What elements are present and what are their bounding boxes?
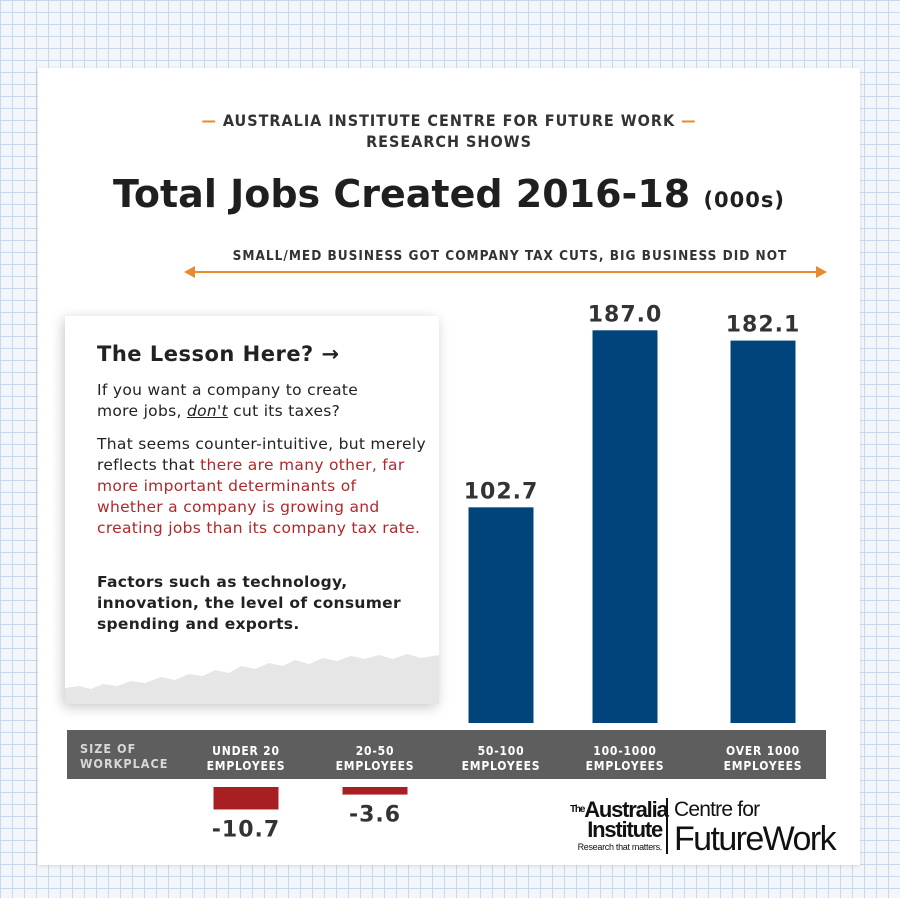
bar <box>730 340 796 723</box>
axis-band <box>67 730 826 779</box>
bar-value-label: -3.6 <box>349 803 401 828</box>
category-label: UNDER 20 <box>212 744 280 758</box>
logo-institute: Institute <box>587 817 663 842</box>
bar <box>592 330 658 723</box>
lesson-paragraph-2: That seems counter-intuitive, but merely… <box>97 434 427 539</box>
category-label: 50-100 <box>478 744 525 758</box>
lesson-p2-plain: That seems counter-intuitive, but merely… <box>97 435 426 474</box>
axis-title-line-2: WORKPLACE <box>80 756 168 771</box>
logo-tagline: Research that matters. <box>577 842 663 852</box>
kicker-line-2: RESEARCH SHOWS <box>366 132 532 151</box>
lesson-p1-emphasis: don't <box>186 402 228 420</box>
logo-future-work: FutureWork <box>674 820 837 858</box>
span-note: SMALL/MED BUSINESS GOT COMPANY TAX CUTS,… <box>232 248 788 264</box>
logo-centre-for: Centre for <box>674 798 760 821</box>
lesson-paragraph-3: Factors such as technology, innovation, … <box>97 573 401 633</box>
torn-paper-edge <box>65 654 439 704</box>
bar-chart: SIZE OF WORKPLACE UNDER 20EMPLOYEES-10.7… <box>67 302 826 842</box>
category-label: EMPLOYEES <box>724 759 803 773</box>
category-label: OVER 1000 <box>726 744 800 758</box>
category-label: EMPLOYEES <box>586 759 665 773</box>
bar-value-label: 102.7 <box>464 479 539 504</box>
double-arrow-icon <box>184 266 827 278</box>
logo-australia: Australia <box>584 797 669 822</box>
kicker-line-1: AUSTRALIA INSTITUTE CENTRE FOR FUTURE WO… <box>222 111 676 130</box>
category-label: EMPLOYEES <box>462 759 541 773</box>
chart-title-main: Total Jobs Created 2016-18 <box>113 172 691 216</box>
chart-title-unit: (000s) <box>703 188 785 212</box>
australia-institute-logo: TheAustralia Institute Research that mat… <box>570 799 669 853</box>
lesson-p1-post: cut its taxes? <box>227 402 341 420</box>
lesson-p2-highlight: there are many other, far more important… <box>97 456 421 537</box>
axis-title-line-1: SIZE OF <box>80 741 136 756</box>
kicker: — AUSTRALIA INSTITUTE CENTRE FOR FUTURE … <box>38 110 860 152</box>
lesson-paragraph-1: If you want a company to create more job… <box>97 380 427 422</box>
lesson-callout: The Lesson Here? → If you want a company… <box>65 316 439 704</box>
infographic-card: — AUSTRALIA INSTITUTE CENTRE FOR FUTURE … <box>38 68 860 865</box>
bar-value-label: -10.7 <box>212 817 280 842</box>
bar <box>213 787 279 810</box>
category-label: 20-50 <box>356 744 395 758</box>
logo-the: The <box>570 804 585 815</box>
category-label: 100-1000 <box>593 744 656 758</box>
category-label: EMPLOYEES <box>336 759 415 773</box>
kicker-dash-right: — <box>675 111 697 130</box>
lesson-p1-line-1: If you want a company to create <box>97 381 359 399</box>
centre-for-future-work-logo: Centre for FutureWork <box>674 798 837 858</box>
kicker-dash-left: — <box>201 111 223 130</box>
lesson-p1-pre: more jobs, <box>97 402 187 420</box>
category-label: EMPLOYEES <box>207 759 286 773</box>
chart-title: Total Jobs Created 2016-18 (000s) <box>38 172 860 216</box>
bar-value-label: 182.1 <box>726 313 801 338</box>
bar <box>342 787 408 795</box>
lesson-heading: The Lesson Here? → <box>97 342 340 366</box>
bar <box>468 507 534 723</box>
bar-value-label: 187.0 <box>588 302 663 327</box>
logo-divider <box>666 798 668 854</box>
